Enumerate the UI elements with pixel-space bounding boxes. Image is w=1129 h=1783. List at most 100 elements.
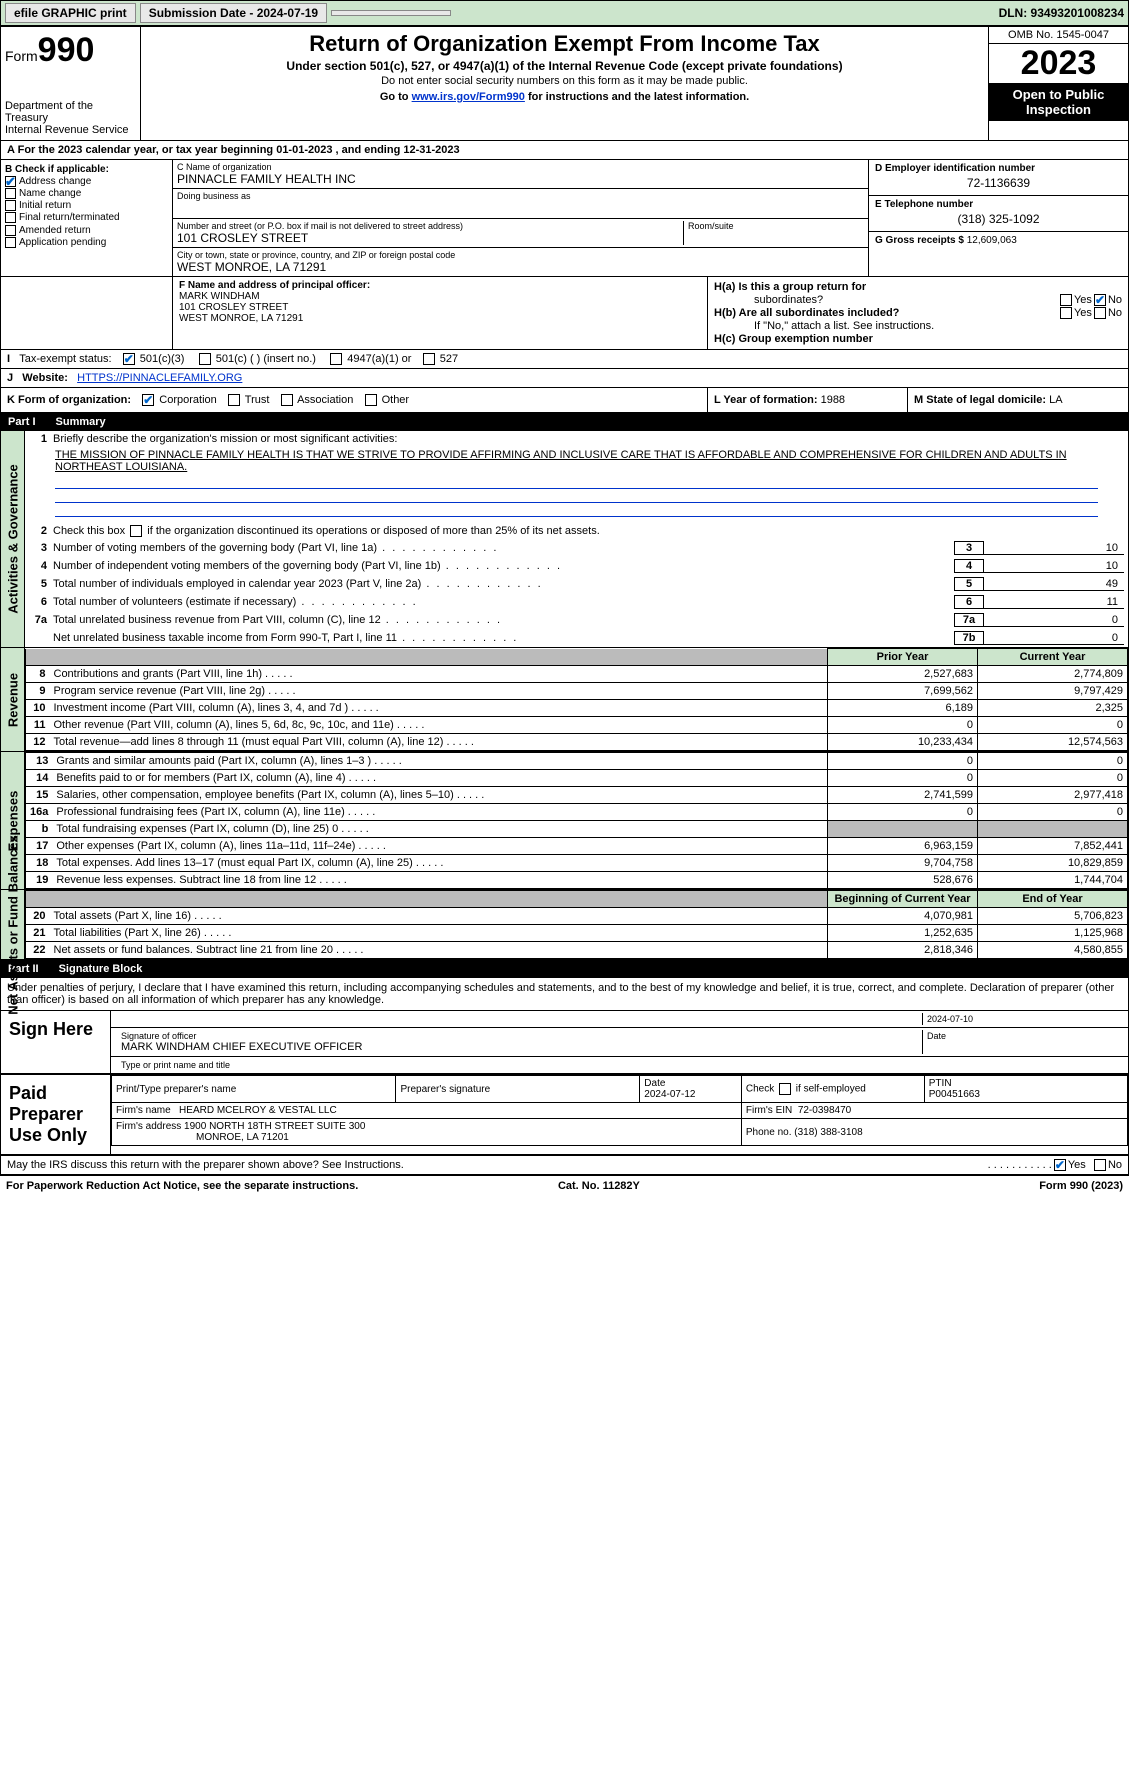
chk-address[interactable]: Address change bbox=[5, 176, 168, 187]
prep-date: 2024-07-12 bbox=[644, 1089, 737, 1100]
omb: OMB No. 1545-0047 bbox=[989, 27, 1128, 44]
table-row: 17Other expenses (Part IX, column (A), l… bbox=[26, 838, 1128, 855]
preparer-table: Print/Type preparer's name Preparer's si… bbox=[111, 1075, 1128, 1146]
blank-line bbox=[55, 503, 1098, 517]
e-lbl: E Telephone number bbox=[875, 199, 973, 210]
j-val[interactable]: HTTPS://PINNACLEFAMILY.ORG bbox=[77, 372, 242, 384]
firm-name: HEARD MCELROY & VESTAL LLC bbox=[179, 1105, 337, 1116]
firm-addr-lbl: Firm's address bbox=[116, 1121, 184, 1132]
f-city: WEST MONROE, LA 71291 bbox=[179, 313, 303, 324]
c-name: PINNACLE FAMILY HEALTH INC bbox=[177, 172, 864, 186]
checkbox-icon[interactable] bbox=[1060, 307, 1072, 319]
checkbox-icon[interactable] bbox=[199, 353, 211, 365]
c-city-lbl: City or town, state or province, country… bbox=[177, 250, 864, 260]
checkbox-icon[interactable] bbox=[1094, 294, 1106, 306]
line-m: M State of legal domicile: LA bbox=[908, 388, 1128, 412]
b-label: B Check if applicable: bbox=[5, 164, 109, 175]
expenses-table: 13Grants and similar amounts paid (Part … bbox=[25, 752, 1128, 889]
line-i: I Tax-exempt status: 501(c)(3) 501(c) ( … bbox=[1, 350, 1128, 369]
firm-ein: 72-0398470 bbox=[798, 1105, 851, 1116]
i-lbl: Tax-exempt status: bbox=[19, 353, 111, 365]
k-assoc: Association bbox=[297, 394, 353, 406]
checkbox-icon bbox=[5, 188, 16, 199]
checkbox-icon[interactable] bbox=[330, 353, 342, 365]
checkbox-icon[interactable] bbox=[1054, 1159, 1066, 1171]
checkbox-icon bbox=[5, 225, 16, 236]
no-lbl: No bbox=[1108, 294, 1122, 306]
chk-lbl: Name change bbox=[19, 188, 81, 199]
i-opt3: 4947(a)(1) or bbox=[347, 353, 411, 365]
mission-text: THE MISSION OF PINNACLE FAMILY HEALTH IS… bbox=[25, 447, 1128, 475]
checkbox-icon[interactable] bbox=[779, 1083, 791, 1095]
c-street: 101 CROSLEY STREET bbox=[177, 231, 683, 245]
checkbox-icon[interactable] bbox=[1060, 294, 1072, 306]
section-text: Under section 501(c), 527, or 4947(a)(1)… bbox=[149, 59, 980, 73]
table-row: 9Program service revenue (Part VIII, lin… bbox=[26, 683, 1128, 700]
vtab-activities: Activities & Governance bbox=[1, 431, 25, 647]
l6: Total number of volunteers (estimate if … bbox=[53, 596, 950, 608]
table-row: 13Grants and similar amounts paid (Part … bbox=[26, 753, 1128, 770]
checkbox-icon[interactable] bbox=[423, 353, 435, 365]
table-row: 8Contributions and grants (Part VIII, li… bbox=[26, 666, 1128, 683]
table-row: 21Total liabilities (Part X, line 26) . … bbox=[26, 925, 1128, 942]
k-lbl: K Form of organization: bbox=[7, 394, 131, 406]
firm-addr1: 1900 NORTH 18TH STREET SUITE 300 bbox=[184, 1121, 365, 1132]
paid-preparer-row: Paid Preparer Use Only Print/Type prepar… bbox=[0, 1074, 1129, 1155]
table-row: 20Total assets (Part X, line 16) . . . .… bbox=[26, 908, 1128, 925]
line-j: J Website: HTTPS://PINNACLEFAMILY.ORG bbox=[1, 369, 1128, 387]
box-deg: D Employer identification number72-11366… bbox=[868, 160, 1128, 276]
sig-intro: Under penalties of perjury, I declare th… bbox=[0, 978, 1129, 1010]
checkbox-icon[interactable] bbox=[142, 394, 154, 406]
v3: 10 bbox=[984, 542, 1124, 555]
hdr-curr: Current Year bbox=[978, 649, 1128, 666]
m-val: LA bbox=[1049, 394, 1062, 406]
hdr-prior: Prior Year bbox=[828, 649, 978, 666]
irs: Internal Revenue Service bbox=[5, 124, 136, 136]
checkbox-icon[interactable] bbox=[228, 394, 240, 406]
chk-name[interactable]: Name change bbox=[5, 188, 168, 199]
netassets-section: Net Assets or Fund Balances Beginning of… bbox=[0, 890, 1129, 960]
checkbox-icon[interactable] bbox=[130, 525, 142, 537]
l7b: Net unrelated business taxable income fr… bbox=[53, 632, 950, 644]
bcde-row: B Check if applicable: Address change Na… bbox=[0, 160, 1129, 277]
part-num: Part I bbox=[8, 416, 36, 428]
goto-post: for instructions and the latest informat… bbox=[525, 91, 749, 103]
blank-line bbox=[55, 489, 1098, 503]
chk-final[interactable]: Final return/terminated bbox=[5, 212, 168, 223]
table-row: 15Salaries, other compensation, employee… bbox=[26, 787, 1128, 804]
submission-btn[interactable]: Submission Date - 2024-07-19 bbox=[140, 3, 327, 23]
chk-initial[interactable]: Initial return bbox=[5, 200, 168, 211]
sign-here-row: Sign Here 2024-07-10 Signature of office… bbox=[0, 1010, 1129, 1074]
part-ii-header: Part IISignature Block bbox=[0, 960, 1129, 978]
chk-amended[interactable]: Amended return bbox=[5, 225, 168, 236]
chk-lbl: Application pending bbox=[19, 237, 106, 248]
ha2-lbl: subordinates? bbox=[714, 294, 1058, 306]
checkbox-icon[interactable] bbox=[123, 353, 135, 365]
line-a: A For the 2023 calendar year, or tax yea… bbox=[1, 141, 466, 159]
checkbox-icon[interactable] bbox=[1094, 307, 1106, 319]
checkbox-icon[interactable] bbox=[1094, 1159, 1106, 1171]
table-row: 18Total expenses. Add lines 13–17 (must … bbox=[26, 855, 1128, 872]
chk-pending[interactable]: Application pending bbox=[5, 237, 168, 248]
page-footer: For Paperwork Reduction Act Notice, see … bbox=[0, 1175, 1129, 1196]
checkbox-icon[interactable] bbox=[281, 394, 293, 406]
efile-btn[interactable]: efile GRAPHIC print bbox=[5, 3, 136, 23]
k-trust: Trust bbox=[245, 394, 270, 406]
firm-addr2: MONROE, LA 71201 bbox=[116, 1132, 289, 1143]
f-street: 101 CROSLEY STREET bbox=[179, 302, 288, 313]
table-row: bTotal fundraising expenses (Part IX, co… bbox=[26, 821, 1128, 838]
table-row: 12Total revenue—add lines 8 through 11 (… bbox=[26, 734, 1128, 751]
table-row: 22Net assets or fund balances. Subtract … bbox=[26, 942, 1128, 959]
hdr-beg: Beginning of Current Year bbox=[828, 891, 978, 908]
vtab-label: Activities & Governance bbox=[5, 464, 20, 614]
goto-link[interactable]: www.irs.gov/Form990 bbox=[412, 91, 525, 103]
officer: MARK WINDHAM CHIEF EXECUTIVE OFFICER bbox=[121, 1041, 918, 1053]
checkbox-icon[interactable] bbox=[365, 394, 377, 406]
yes-lbl: Yes bbox=[1074, 307, 1092, 319]
part-title: Signature Block bbox=[59, 963, 143, 975]
e-val: (318) 325-1092 bbox=[875, 210, 1122, 228]
checkbox-icon bbox=[5, 237, 16, 248]
vtab-label: Revenue bbox=[5, 673, 20, 727]
checkbox-icon bbox=[5, 200, 16, 211]
d-lbl: D Employer identification number bbox=[875, 163, 1035, 174]
